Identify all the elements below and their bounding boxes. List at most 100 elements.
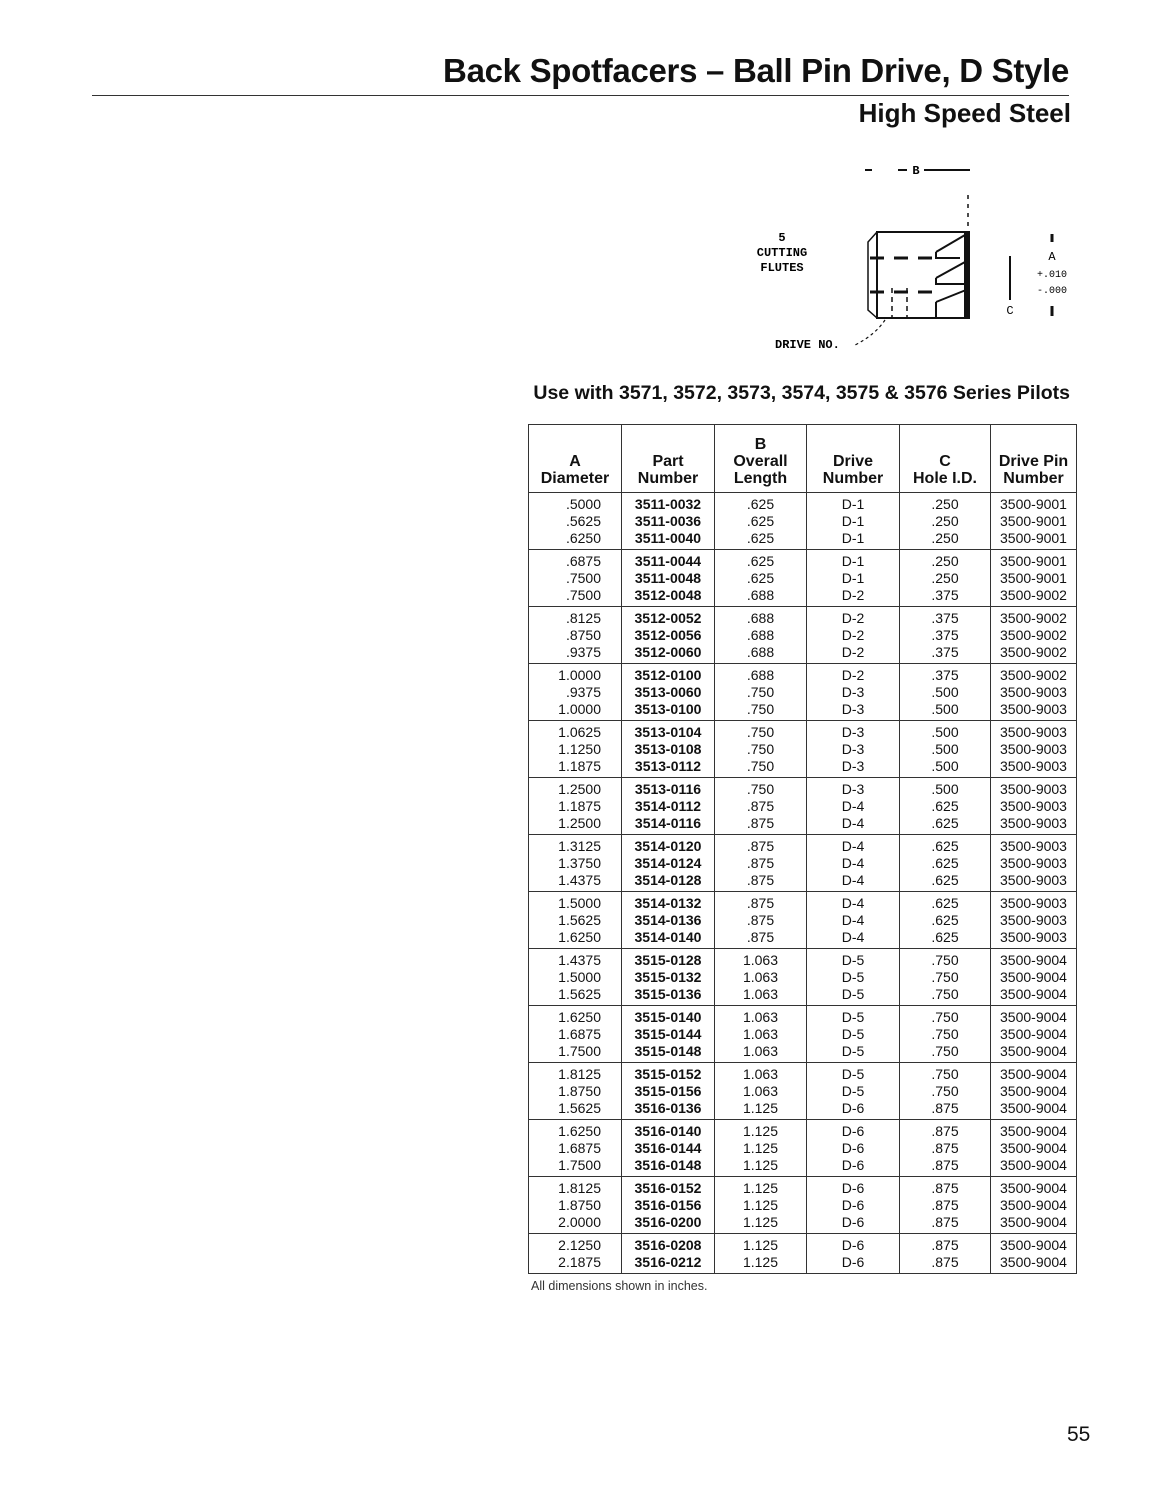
value-drive-number: D-5 xyxy=(841,1066,865,1082)
row-group: 1.2500 1.1875 1.2500 3513-0116 3514-0112 3514… xyxy=(528,777,1077,835)
row-group: 2.1250 2.1875 3516-0208 3516-0212 1.125 1.125… xyxy=(528,1233,1077,1274)
value-drive-number: D-1 xyxy=(841,496,865,512)
cell-drive-pin-number: 3500-9001 3500-9001 3500-9002 xyxy=(990,549,1077,607)
cell-drive-pin-number: 3500-9002 3500-9003 3500-9003 xyxy=(990,663,1077,721)
value-diameter: 1.5625 xyxy=(558,986,601,1002)
value-overall-length: 1.125 xyxy=(742,1100,779,1116)
cell-drive-pin-number: 3500-9003 3500-9003 3500-9003 xyxy=(990,720,1077,778)
value-diameter: 1.8750 xyxy=(558,1197,601,1213)
value-part-number: 3513-0104 xyxy=(634,724,702,740)
value-diameter: 1.0000 xyxy=(558,667,601,683)
value-drive-pin-number: 3500-9001 xyxy=(1000,496,1067,512)
pilot-compatibility-note: Use with 3571, 3572, 3573, 3574, 3575 & … xyxy=(533,382,1070,404)
value-drive-number: D-2 xyxy=(841,667,865,683)
cell-drive-pin-number: 3500-9003 3500-9003 3500-9003 xyxy=(990,777,1077,835)
header-line: Diameter xyxy=(540,470,610,487)
value-drive-pin-number: 3500-9004 xyxy=(1000,1100,1067,1116)
value-hole-id: .375 xyxy=(931,610,959,626)
value-diameter: .6875 xyxy=(565,553,601,569)
value-drive-number: D-4 xyxy=(841,815,865,831)
cell-hole-id: .875.875 xyxy=(899,1233,991,1274)
cell-part-number: 3514-0120 3514-0124 3514-0128 xyxy=(621,834,715,892)
title-divider xyxy=(92,95,1069,96)
value-hole-id: .625 xyxy=(931,798,959,814)
value-hole-id: .875 xyxy=(931,1180,959,1196)
value-drive-pin-number: 3500-9004 xyxy=(1000,1083,1067,1099)
cell-drive-pin-number: 3500-9004 3500-9004 xyxy=(990,1233,1077,1274)
cell-diameter: 1.3125 1.3750 1.4375 xyxy=(528,834,622,892)
value-drive-number: D-4 xyxy=(841,895,865,911)
cell-hole-id: .625.625.625 xyxy=(899,834,991,892)
value-overall-length: .750 xyxy=(746,741,775,757)
value-overall-length: 1.125 xyxy=(742,1123,779,1139)
value-drive-pin-number: 3500-9001 xyxy=(1000,570,1067,586)
value-drive-number: D-6 xyxy=(841,1157,865,1173)
cell-overall-length: .688.688.688 xyxy=(714,606,807,664)
value-hole-id: .750 xyxy=(931,1043,959,1059)
value-drive-pin-number: 3500-9004 xyxy=(1000,1180,1067,1196)
value-drive-pin-number: 3500-9004 xyxy=(1000,986,1067,1002)
cell-overall-length: 1.063 1.063 1.063 xyxy=(714,1005,807,1063)
cell-drive-number: D-4 D-4 D-4 xyxy=(806,834,900,892)
value-hole-id: .875 xyxy=(931,1237,959,1253)
value-hole-id: .375 xyxy=(931,587,959,603)
value-part-number: 3515-0156 xyxy=(634,1083,702,1099)
value-drive-pin-number: 3500-9004 xyxy=(1000,1157,1067,1173)
value-drive-pin-number: 3500-9004 xyxy=(1000,1197,1067,1213)
value-part-number: 3511-0044 xyxy=(634,553,702,569)
header-line: Number xyxy=(822,470,884,487)
value-hole-id: .500 xyxy=(931,684,959,700)
value-overall-length: 1.063 xyxy=(742,1066,779,1082)
table-row: 1.4375 1.5000 1.5625 3515-0128 3515-0132 3515… xyxy=(528,948,1077,1006)
value-diameter: 1.6250 xyxy=(558,1009,601,1025)
value-part-number: 3512-0056 xyxy=(634,627,702,643)
header-drive-number: Drive Number xyxy=(806,424,900,493)
value-drive-pin-number: 3500-9002 xyxy=(1000,667,1067,683)
value-overall-length: .688 xyxy=(746,644,775,660)
value-part-number: 3516-0144 xyxy=(634,1140,702,1156)
value-diameter: .7500 xyxy=(565,587,601,603)
value-overall-length: .750 xyxy=(746,684,775,700)
value-drive-pin-number: 3500-9003 xyxy=(1000,815,1067,831)
value-diameter: .5000 xyxy=(565,496,601,512)
value-drive-pin-number: 3500-9003 xyxy=(1000,781,1067,797)
value-part-number: 3514-0132 xyxy=(634,895,702,911)
row-group: 1.0000.9375 1.0000 3512-0100 3513-0060 3513-… xyxy=(528,663,1077,721)
cell-overall-length: .750.750.750 xyxy=(714,720,807,778)
table-row: 1.6250 1.6875 1.7500 3516-0140 3516-0144 3516… xyxy=(528,1119,1077,1177)
value-drive-pin-number: 3500-9003 xyxy=(1000,758,1067,774)
value-drive-pin-number: 3500-9003 xyxy=(1000,895,1067,911)
value-part-number: 3516-0152 xyxy=(634,1180,702,1196)
value-hole-id: .625 xyxy=(931,815,959,831)
value-overall-length: 1.125 xyxy=(742,1157,779,1173)
value-drive-number: D-4 xyxy=(841,838,865,854)
value-part-number: 3514-0140 xyxy=(634,929,702,945)
cell-drive-pin-number: 3500-9004 3500-9004 3500-9004 xyxy=(990,1119,1077,1177)
value-drive-pin-number: 3500-9003 xyxy=(1000,838,1067,854)
value-hole-id: .625 xyxy=(931,929,959,945)
row-group: 1.8125 1.8750 1.5625 3515-0152 3515-0156 3516… xyxy=(528,1062,1077,1120)
value-overall-length: .875 xyxy=(746,872,775,888)
cell-drive-pin-number: 3500-9001 3500-9001 3500-9001 xyxy=(990,492,1077,550)
value-diameter: 1.5000 xyxy=(558,895,601,911)
page-number: 55 xyxy=(1067,1423,1091,1446)
cell-diameter: .8125.8750.9375 xyxy=(528,606,622,664)
value-part-number: 3516-0136 xyxy=(634,1100,702,1116)
value-overall-length: .625 xyxy=(746,496,775,512)
cell-diameter: 1.6250 1.6875 1.7500 xyxy=(528,1119,622,1177)
value-hole-id: .750 xyxy=(931,1066,959,1082)
value-hole-id: .250 xyxy=(931,570,959,586)
value-diameter: 1.7500 xyxy=(558,1043,601,1059)
value-drive-pin-number: 3500-9003 xyxy=(1000,912,1067,928)
value-hole-id: .500 xyxy=(931,724,959,740)
value-drive-number: D-2 xyxy=(841,587,865,603)
header-line: Part xyxy=(652,453,684,470)
dimension-b-label: B xyxy=(912,164,919,178)
value-diameter: 1.4375 xyxy=(558,872,601,888)
value-part-number: 3516-0212 xyxy=(634,1254,702,1270)
dimension-a-label: A xyxy=(1048,250,1056,264)
value-part-number: 3516-0200 xyxy=(634,1214,702,1230)
value-overall-length: 1.063 xyxy=(742,1026,779,1042)
cell-diameter: 1.8125 1.8750 2.0000 xyxy=(528,1176,622,1234)
value-overall-length: .625 xyxy=(746,530,775,546)
